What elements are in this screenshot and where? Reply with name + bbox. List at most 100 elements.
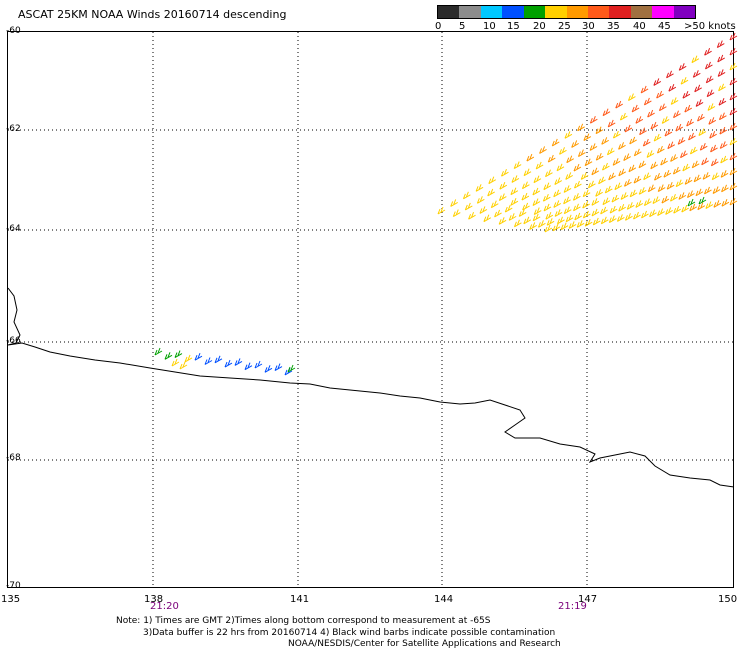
wind-barb — [646, 150, 655, 158]
wind-barb — [729, 92, 738, 101]
wind-barb — [692, 70, 701, 78]
wind-barb — [557, 216, 565, 225]
lon-label: 135 — [1, 594, 21, 605]
wind-barb — [565, 214, 574, 223]
wind-barb — [595, 126, 604, 135]
wind-barb — [608, 215, 617, 224]
wind-barb — [718, 83, 726, 92]
pass-time: 21:19 — [558, 601, 587, 612]
wind-barb — [214, 355, 223, 364]
wind-barb — [653, 133, 662, 142]
wind-barb — [591, 208, 600, 217]
wind-barb — [709, 130, 717, 139]
wind-barb — [614, 182, 623, 191]
wind-barb — [618, 203, 626, 212]
wind-barb — [608, 172, 616, 181]
wind-barb — [643, 198, 652, 206]
colorbar-segment — [502, 6, 524, 18]
wind-barb — [523, 168, 532, 177]
wind-barb — [615, 100, 623, 109]
wind-barb — [628, 164, 637, 173]
wind-barb — [565, 172, 573, 180]
colorbar-segment — [545, 6, 567, 18]
wind-barb — [631, 104, 640, 113]
lat-label: -70 — [6, 581, 21, 591]
colorbar-label: >50 knots — [684, 21, 736, 32]
wind-barb — [729, 32, 738, 41]
wind-barb — [573, 163, 582, 172]
wind-barb — [487, 188, 495, 197]
wind-barb — [713, 200, 722, 208]
wind-barb — [663, 169, 672, 178]
wind-barb — [584, 218, 593, 227]
wind-barb — [254, 360, 263, 369]
wind-barb — [616, 214, 625, 222]
wind-barb — [274, 363, 283, 372]
wind-barb — [564, 131, 573, 139]
wind-barb — [686, 118, 694, 127]
wind-barb — [624, 124, 633, 133]
wind-barb — [601, 137, 609, 145]
wind-barb — [611, 194, 620, 203]
wind-barb — [529, 222, 537, 230]
wind-barb — [687, 198, 696, 207]
wind-barb — [553, 200, 562, 208]
wind-barb — [656, 145, 665, 154]
colorbar-label: 35 — [607, 21, 620, 32]
wind-barb — [691, 160, 700, 169]
wind-barb — [623, 179, 632, 187]
wind-barb — [719, 141, 728, 149]
wind-barb — [640, 85, 649, 94]
wind-barb — [707, 103, 716, 111]
wind-barb — [287, 364, 296, 373]
wind-barb — [464, 202, 473, 211]
wind-barb — [171, 358, 180, 367]
wind-barb — [554, 177, 563, 186]
colorbar-segment — [438, 6, 460, 18]
wind-barb — [573, 203, 581, 212]
colorbar-label: 5 — [459, 21, 466, 32]
wind-barb — [437, 206, 446, 215]
wind-barb — [729, 137, 738, 146]
lon-label: 141 — [290, 594, 310, 605]
wind-barb — [665, 207, 673, 215]
wind-barb — [462, 191, 471, 200]
wind-barb — [501, 168, 509, 177]
wind-barb — [689, 203, 698, 212]
pass-time: 21:20 — [150, 601, 179, 612]
wind-barb — [452, 209, 461, 218]
wind-barb — [668, 83, 677, 92]
wind-barb — [598, 176, 606, 185]
wind-barb — [595, 189, 603, 197]
wind-barb — [697, 202, 706, 211]
wind-barb — [591, 198, 600, 206]
wind-barb — [729, 122, 738, 131]
wind-barb — [513, 219, 522, 228]
wind-barb — [708, 117, 717, 125]
wind-barb — [604, 185, 613, 194]
wind-barb — [666, 181, 675, 190]
colorbar-label: 0 — [435, 21, 442, 32]
wind-barb — [601, 162, 610, 171]
wind-barb — [571, 140, 579, 148]
wind-barb — [618, 168, 627, 177]
wind-barb — [584, 158, 593, 167]
wind-barb — [560, 222, 569, 231]
wind-barb — [544, 224, 553, 233]
note-line: NOAA/NESDIS/Center for Satellite Applica… — [288, 639, 561, 649]
wind-barb — [704, 47, 712, 56]
wind-barb — [650, 121, 659, 130]
wind-barb — [526, 153, 535, 162]
wind-barb — [677, 137, 686, 145]
map-title: ASCAT 25KM NOAA Winds 20160714 descendin… — [18, 8, 287, 21]
wind-barb — [620, 192, 629, 200]
wind-barb — [521, 192, 530, 201]
wind-barb — [698, 196, 707, 205]
wind-barb — [499, 181, 508, 190]
wind-barb — [468, 211, 476, 220]
wind-barb — [508, 213, 517, 221]
wind-barb — [654, 173, 662, 181]
wind-barb — [234, 358, 243, 366]
wind-barb — [729, 62, 738, 71]
wind-barb — [488, 176, 497, 185]
